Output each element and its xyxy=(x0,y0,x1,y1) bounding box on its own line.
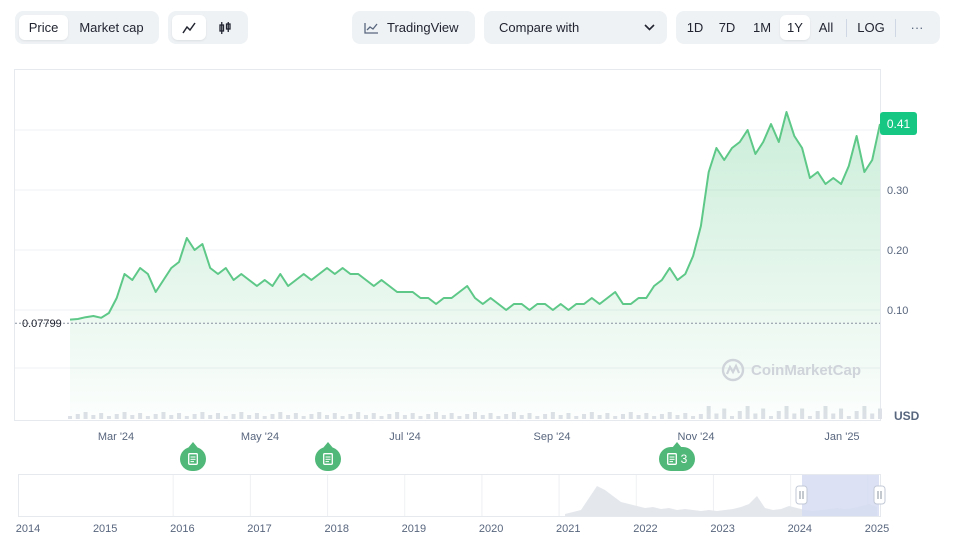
event-marker[interactable] xyxy=(180,442,206,471)
navigator-year-label: 2024 xyxy=(788,523,812,535)
tab-market-cap[interactable]: Market cap xyxy=(79,20,144,35)
more-options-button[interactable]: ··· xyxy=(910,20,924,35)
line-chart-icon[interactable] xyxy=(172,15,206,40)
document-icon xyxy=(323,453,333,465)
compare-with-dropdown[interactable]: Compare with xyxy=(484,11,667,44)
chart-toolbar: Price Market cap TradingView Compare wit… xyxy=(0,11,973,45)
document-icon xyxy=(188,453,198,465)
start-price-label: 0.07799 xyxy=(22,318,62,330)
range-1y[interactable]: 1Y xyxy=(780,15,810,40)
event-marker[interactable] xyxy=(315,442,341,471)
currency-label: USD xyxy=(894,409,920,423)
tradingview-button[interactable]: TradingView xyxy=(352,11,475,44)
x-tick-label: Jul '24 xyxy=(389,431,420,443)
navigator-year-label: 2014 xyxy=(16,523,40,535)
navigator-year-label: 2023 xyxy=(710,523,734,535)
watermark: CoinMarketCap xyxy=(721,358,861,382)
y-tick-label: 0.30 xyxy=(887,185,908,197)
watermark-text: CoinMarketCap xyxy=(751,361,862,379)
document-icon xyxy=(666,453,677,465)
divider xyxy=(895,18,896,37)
current-price-tag: 0.41 xyxy=(880,112,917,135)
y-axis: 0.10 0.20 0.30 xyxy=(887,185,908,317)
view-toggle: Price Market cap xyxy=(15,11,159,44)
navigator-years: 2014 2015 2016 2017 2018 2019 2020 2021 2022 2023… xyxy=(16,523,889,535)
price-area xyxy=(70,112,880,419)
plot-border xyxy=(14,69,881,421)
navigator-year-label: 2022 xyxy=(633,523,657,535)
navigator-year-label: 2015 xyxy=(93,523,117,535)
x-tick-label: May '24 xyxy=(241,431,279,443)
navigator-year-label: 2021 xyxy=(556,523,580,535)
chevron-down-icon xyxy=(644,24,655,31)
y-tick-label: 0.10 xyxy=(887,305,908,317)
price-line xyxy=(69,111,881,321)
chart-type-toggle xyxy=(168,11,248,44)
time-range-toggle: 1D 7D 1M 1Y All LOG ··· xyxy=(676,11,940,44)
navigator-year-label: 2025 xyxy=(865,523,889,535)
coinmarketcap-logo-icon xyxy=(721,358,745,382)
range-7d[interactable]: 7D xyxy=(718,20,736,35)
navigator-grid xyxy=(172,475,869,516)
tab-price[interactable]: Price xyxy=(19,15,68,40)
navigator-year-label: 2016 xyxy=(170,523,194,535)
navigator-year-label: 2017 xyxy=(247,523,271,535)
navigator-history xyxy=(565,486,877,516)
candlestick-icon[interactable] xyxy=(206,15,244,40)
x-tick-label: Sep '24 xyxy=(534,431,571,443)
navigator-selection[interactable] xyxy=(802,475,879,516)
tradingview-icon xyxy=(364,22,378,34)
range-all[interactable]: All xyxy=(818,20,834,35)
navigator-year-label: 2018 xyxy=(324,523,348,535)
navigator-year-label: 2019 xyxy=(402,523,426,535)
x-tick-label: Mar '24 xyxy=(98,431,134,443)
log-scale-toggle[interactable]: LOG xyxy=(857,20,885,35)
event-count: 3 xyxy=(680,452,688,466)
range-1m[interactable]: 1M xyxy=(752,20,772,35)
x-axis: Mar '24 May '24 Jul '24 Sep '24 Nov '24 Jan '… xyxy=(98,431,860,443)
x-tick-label: Nov '24 xyxy=(678,431,715,443)
tradingview-label: TradingView xyxy=(387,20,459,35)
event-marker-group[interactable]: 3 xyxy=(659,442,695,471)
navigator-handle-left[interactable] xyxy=(795,485,808,505)
y-tick-label: 0.20 xyxy=(887,245,908,257)
divider xyxy=(846,18,847,37)
range-1d[interactable]: 1D xyxy=(686,20,704,35)
navigator-handle-right[interactable] xyxy=(873,485,886,505)
x-tick-label: Jan '25 xyxy=(824,431,859,443)
navigator-year-label: 2020 xyxy=(479,523,503,535)
range-navigator[interactable]: 2014 2015 2016 2017 2018 2019 2020 2021 2022 2023… xyxy=(16,474,889,536)
compare-with-label: Compare with xyxy=(499,20,580,35)
